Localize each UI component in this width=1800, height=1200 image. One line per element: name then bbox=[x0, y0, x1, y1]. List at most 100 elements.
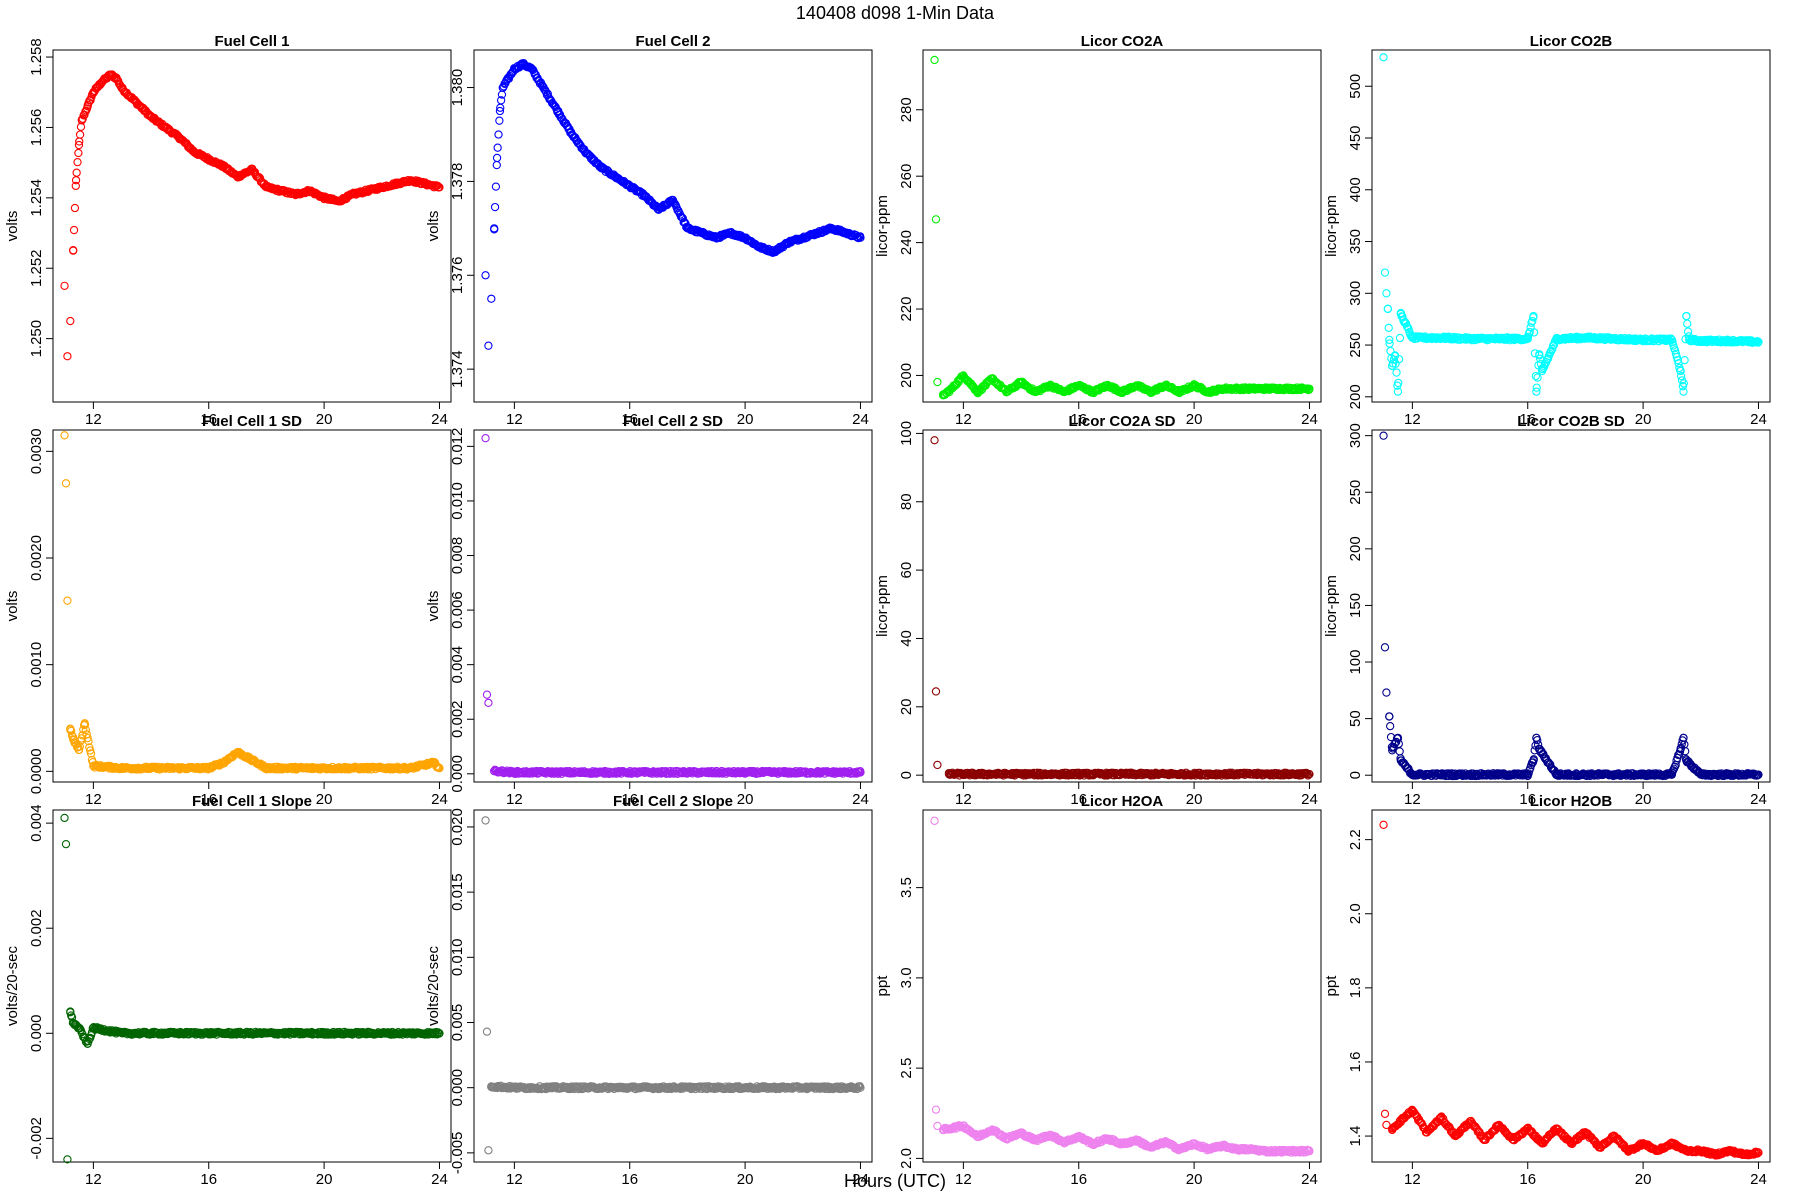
data-point-trace bbox=[549, 100, 559, 110]
data-point bbox=[66, 316, 75, 326]
data-point-trace bbox=[1529, 328, 1539, 337]
y-tick-label: 1.256 bbox=[28, 109, 45, 147]
data-point-trace bbox=[78, 114, 87, 123]
data-point-trace bbox=[498, 83, 507, 93]
x-tick-label: 16 bbox=[1070, 1171, 1087, 1188]
data-point-trace bbox=[1683, 319, 1692, 328]
data-point-trace bbox=[82, 104, 92, 113]
panels-grid: Fuel Cell 112 16 20 241.2501.2521.2541.2561… bbox=[4, 33, 1771, 1188]
plot-frame bbox=[922, 429, 1322, 783]
x-tick-label: 24 bbox=[431, 411, 448, 428]
data-point bbox=[1382, 688, 1391, 697]
data-point bbox=[481, 816, 490, 825]
x-tick-label: 12 bbox=[955, 1171, 972, 1188]
y-tick-label: 400 bbox=[1347, 177, 1364, 202]
plot-frame bbox=[52, 429, 452, 783]
y-tick-label: 250 bbox=[1347, 333, 1364, 358]
data-point bbox=[60, 281, 69, 290]
y-axis-label: volts/20-sec bbox=[4, 945, 21, 1026]
data-point-trace bbox=[72, 168, 81, 177]
data-point bbox=[930, 55, 939, 65]
data-point-trace bbox=[1541, 359, 1550, 368]
data-point-trace bbox=[538, 81, 547, 90]
data-point-trace bbox=[493, 143, 502, 152]
data-point bbox=[63, 352, 72, 361]
data-point-trace bbox=[490, 202, 500, 212]
y-tick-label: 20 bbox=[898, 698, 915, 715]
y-tick-label: 200 bbox=[1347, 536, 1364, 561]
x-tick-label: 20 bbox=[737, 1171, 754, 1188]
x-tick-label: 20 bbox=[737, 791, 754, 808]
y-tick-label: 200 bbox=[1347, 384, 1364, 409]
data-point-trace bbox=[86, 749, 96, 758]
x-tick-label: 24 bbox=[431, 791, 448, 808]
data-point-trace bbox=[75, 130, 85, 139]
panel-title: Licor CO2B SD bbox=[1517, 413, 1625, 430]
y-tick-label: 0.000 bbox=[28, 1015, 45, 1053]
data-point-trace bbox=[1549, 340, 1559, 350]
y-tick-label: 0.000 bbox=[449, 755, 466, 793]
y-tick-label: 1.376 bbox=[449, 257, 466, 295]
x-tick-label: 24 bbox=[431, 1171, 448, 1188]
y-tick-label: 0.006 bbox=[449, 591, 466, 629]
data-point bbox=[484, 341, 493, 350]
data-point bbox=[1379, 53, 1388, 62]
plot-frame bbox=[52, 49, 452, 403]
data-point bbox=[482, 690, 492, 699]
x-tick-label: 16 bbox=[200, 791, 217, 808]
data-point bbox=[484, 698, 493, 708]
data-point-trace bbox=[86, 96, 95, 105]
y-axis-label: volts/20-sec bbox=[425, 945, 442, 1026]
y-tick-label: 1.254 bbox=[28, 179, 45, 217]
data-point-trace bbox=[1385, 712, 1394, 721]
data-point bbox=[1393, 387, 1403, 396]
plot-frame bbox=[473, 49, 873, 403]
data-point-trace bbox=[85, 743, 94, 752]
x-tick-label: 24 bbox=[852, 411, 869, 428]
x-tick-label: 16 bbox=[1070, 411, 1087, 428]
data-point-trace bbox=[491, 182, 501, 191]
y-axis-label: volts bbox=[425, 211, 442, 242]
x-tick-label: 20 bbox=[1186, 1171, 1203, 1188]
y-tick-label: 0.004 bbox=[28, 804, 45, 842]
y-tick-label: 50 bbox=[1347, 710, 1364, 727]
data-point-trace bbox=[88, 89, 98, 98]
panel-title: Fuel Cell 1 SD bbox=[202, 413, 302, 430]
x-tick-label: 12 bbox=[1404, 411, 1421, 428]
data-point bbox=[481, 434, 490, 443]
data-point-trace bbox=[494, 130, 503, 139]
x-tick-label: 20 bbox=[316, 1171, 333, 1188]
panel-title: Fuel Cell 2 Slope bbox=[613, 793, 733, 810]
data-point-trace bbox=[1647, 334, 1656, 343]
data-point-trace bbox=[1388, 359, 1398, 368]
y-tick-label: 300 bbox=[1347, 281, 1364, 306]
data-point-trace bbox=[67, 726, 76, 736]
data-point-trace bbox=[74, 745, 84, 755]
data-point-trace bbox=[1396, 308, 1405, 318]
data-point-trace bbox=[1679, 379, 1688, 388]
panel-title: Fuel Cell 2 bbox=[635, 33, 710, 50]
y-tick-label: 260 bbox=[898, 164, 915, 189]
y-tick-label: 1.378 bbox=[449, 163, 466, 201]
x-tick-label: 16 bbox=[200, 411, 217, 428]
chart-panel: Fuel Cell 112 16 20 241.2501.2521.2541.2561… bbox=[4, 33, 452, 428]
plot-frame bbox=[52, 809, 452, 1163]
x-tick-label: 12 bbox=[506, 1171, 523, 1188]
data-point bbox=[933, 377, 942, 387]
data-point-trace bbox=[1677, 371, 1686, 381]
data-point-trace bbox=[84, 737, 93, 746]
data-point-trace bbox=[1303, 384, 1312, 393]
y-tick-label: 100 bbox=[898, 421, 915, 446]
y-tick-label: 350 bbox=[1347, 229, 1364, 254]
y-axis-label: ppt bbox=[874, 975, 891, 997]
data-point-trace bbox=[1533, 373, 1542, 382]
y-tick-label: 80 bbox=[898, 493, 915, 510]
panel-title: Fuel Cell 1 Slope bbox=[192, 793, 312, 810]
y-tick-label: 1.374 bbox=[449, 350, 466, 388]
data-point-trace bbox=[1398, 312, 1407, 321]
panel-title: Fuel Cell 1 bbox=[214, 33, 289, 50]
